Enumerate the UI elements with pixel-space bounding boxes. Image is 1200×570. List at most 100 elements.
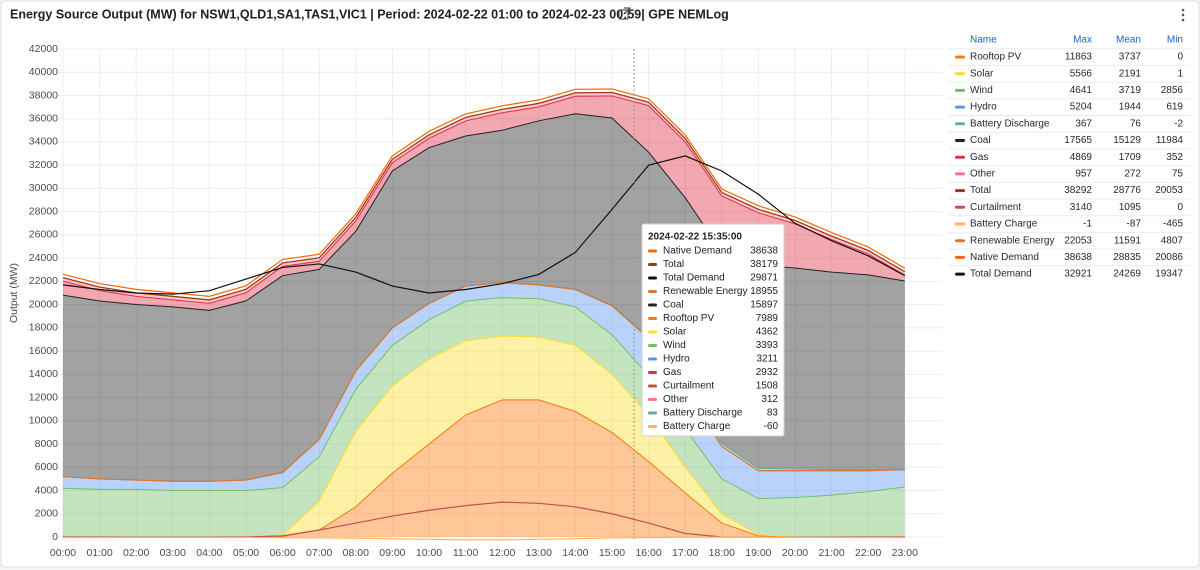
x-tick-label: 16:00: [635, 547, 661, 559]
panel-menu[interactable]: [1181, 8, 1185, 22]
legend-name: Solar: [970, 68, 994, 79]
legend-header: Min: [1167, 35, 1183, 46]
x-tick-label: 11:00: [453, 547, 479, 559]
legend-mean: 2191: [1119, 68, 1142, 79]
legend-name: Total: [970, 185, 991, 196]
legend-swatch: [955, 272, 965, 276]
legend-min: 11984: [1156, 135, 1184, 146]
tooltip-value: 18955: [750, 286, 778, 297]
x-tick-label: 06:00: [269, 547, 295, 559]
tooltip-name: Wind: [663, 340, 686, 351]
legend-mean: 3719: [1119, 85, 1142, 96]
y-tick-label: 6000: [35, 461, 59, 473]
legend-name: Total Demand: [970, 269, 1032, 280]
tooltip-swatch: [648, 384, 657, 388]
tooltip-name: Native Demand: [663, 246, 732, 257]
tooltip-name: Rooftop PV: [663, 313, 714, 324]
legend-swatch: [955, 189, 965, 193]
legend-min: 20053: [1155, 185, 1183, 196]
legend-swatch: [955, 122, 965, 126]
tooltip-box: [641, 223, 785, 437]
x-tick-label: 20:00: [782, 547, 808, 559]
legend-mean: 28835: [1113, 252, 1141, 263]
y-tick-label: 2000: [35, 508, 59, 520]
series-line: [62, 91, 906, 301]
legend-max: -1: [1083, 219, 1092, 230]
legend-min: 1: [1177, 68, 1183, 79]
legend-max: 5566: [1070, 68, 1093, 79]
tooltip-swatch: [648, 276, 657, 280]
y-tick-label: 26000: [29, 229, 58, 241]
legend-swatch: [955, 105, 965, 109]
y-tick-label: 36000: [29, 112, 58, 124]
legend-max: 4641: [1070, 85, 1093, 96]
x-tick-label: 05:00: [233, 547, 259, 559]
legend-mean: 1709: [1119, 152, 1142, 163]
legend-max: 38638: [1064, 252, 1092, 263]
legend-min: -2: [1174, 118, 1183, 129]
tooltip-swatch: [648, 398, 657, 401]
x-tick-label: 09:00: [379, 547, 405, 559]
tooltip-value: -60: [764, 421, 779, 432]
x-tick-label: 00:00: [50, 547, 76, 559]
legend-max: 5204: [1070, 102, 1093, 113]
legend-min: 4807: [1161, 235, 1184, 246]
tooltip-swatch: [648, 263, 657, 266]
legend-max: 17565: [1064, 135, 1092, 146]
legend-header: Max: [1073, 35, 1092, 46]
series-line: [62, 155, 906, 295]
legend-min: -465: [1163, 219, 1183, 230]
tooltip-value: 1508: [756, 381, 779, 392]
series-line: [62, 297, 905, 500]
y-tick-label: 12000: [29, 391, 58, 403]
tooltip-swatch: [648, 357, 657, 361]
tooltip-value: 83: [767, 408, 779, 419]
x-tick-label: 19:00: [745, 547, 771, 559]
legend-name: Native Demand: [970, 252, 1039, 263]
y-tick-label: 8000: [35, 438, 59, 450]
tooltip-value: 4362: [756, 327, 779, 338]
y-tick-label: 42000: [29, 43, 58, 55]
legend-min: 75: [1172, 169, 1184, 180]
y-tick-label: 28000: [29, 205, 58, 217]
y-tick-label: 24000: [29, 252, 58, 264]
tooltip-name: Curtailment: [663, 381, 714, 392]
tooltip-time: 2024-02-22 15:35:00: [648, 232, 742, 243]
x-tick-label: 15:00: [599, 547, 625, 559]
legend-min: 0: [1177, 202, 1183, 213]
external-link-icon[interactable]: [618, 7, 631, 20]
stack-fill: [63, 282, 905, 499]
x-tick-label: 22:00: [855, 547, 881, 559]
tooltip-value: 3211: [756, 354, 778, 365]
x-tick-label: 21:00: [818, 547, 844, 559]
legend-name: Curtailment: [970, 202, 1021, 213]
legend-mean: 76: [1130, 118, 1142, 129]
panel-title: Energy Source Output (MW) for NSW1,QLD1,…: [10, 7, 729, 21]
tooltip-name: Coal: [663, 300, 684, 311]
tooltip-value: 7989: [756, 313, 779, 324]
legend-swatch: [955, 72, 965, 76]
legend-name: Renewable Energy: [970, 235, 1055, 246]
tooltip-value: 15897: [750, 300, 778, 311]
legend-min: 352: [1166, 152, 1183, 163]
series-line: [62, 281, 905, 482]
tooltip-swatch: [648, 411, 657, 415]
y-tick-label: 32000: [29, 159, 58, 171]
tooltip-value: 38179: [750, 259, 778, 270]
y-tick-label: 18000: [29, 322, 58, 334]
legend-swatch: [955, 205, 965, 209]
legend-name: Hydro: [970, 102, 997, 113]
x-tick-label: 02:00: [123, 547, 149, 559]
legend-min: 2856: [1161, 85, 1184, 96]
legend-mean: 272: [1124, 169, 1141, 180]
tooltip-name: Solar: [663, 327, 687, 338]
legend-max: 4869: [1070, 152, 1093, 163]
tooltip-swatch: [648, 303, 657, 307]
tooltip-swatch: [648, 317, 657, 320]
series-line: [62, 88, 906, 297]
series-line: [62, 95, 906, 304]
legend-swatch: [955, 222, 965, 226]
legend-min: 20086: [1155, 252, 1183, 263]
